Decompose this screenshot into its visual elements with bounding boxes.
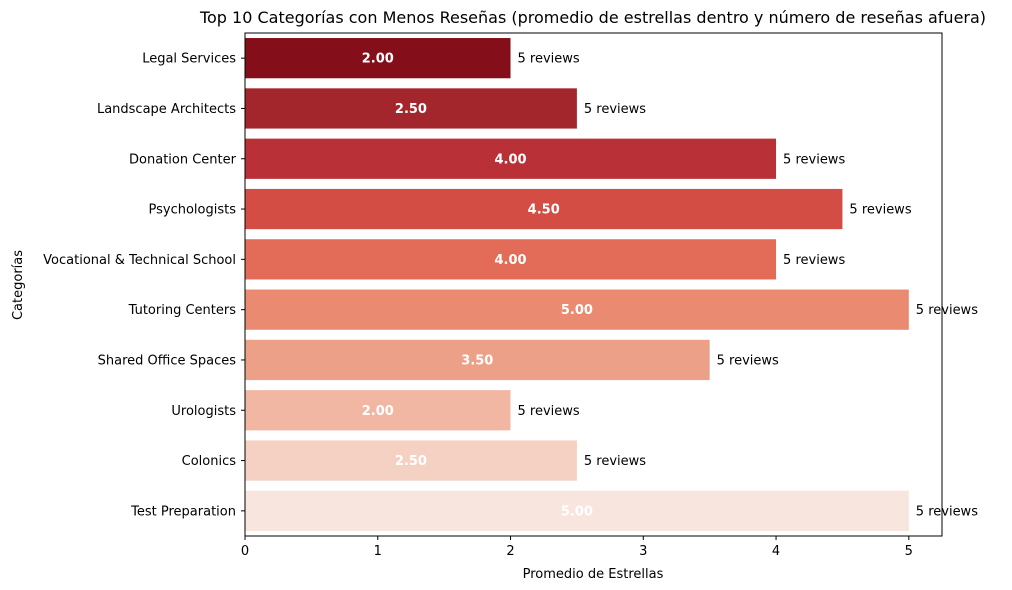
x-tick-label: 2 (506, 544, 514, 559)
bar (245, 188, 843, 230)
bars-layer: 2.00 5 reviews 2.50 5 reviews 4.00 5 reviews 4… (245, 38, 978, 531)
y-tick-label: Urologists (171, 404, 236, 419)
bar (245, 138, 777, 179)
chart-title: Top 10 Categorías con Menos Reseñas (pro… (199, 8, 986, 27)
bar-annotation: 5 reviews (783, 152, 845, 167)
bar-annotation: 5 reviews (916, 504, 978, 519)
axes-layer (244, 32, 943, 537)
x-tick-label: 1 (374, 544, 382, 559)
bar-value-label: 3.50 (461, 353, 493, 368)
bar-value-label: 2.50 (395, 454, 427, 469)
bar-annotation: 5 reviews (783, 253, 845, 268)
bar-value-label: 5.00 (561, 303, 593, 318)
y-tick-label: Tutoring Centers (128, 303, 237, 318)
bar-annotation: 5 reviews (518, 404, 580, 419)
y-axis-label: Categorías (11, 250, 26, 320)
y-tick-label: Psychologists (149, 203, 237, 218)
x-tick-label: 5 (905, 544, 913, 559)
bar (245, 390, 511, 431)
bar (245, 490, 909, 531)
bar-annotation: 5 reviews (518, 52, 580, 67)
x-tick-label: 0 (241, 544, 249, 559)
y-tick-label: Landscape Architects (97, 102, 236, 117)
bar-value-label: 5.00 (561, 504, 593, 519)
x-tick-label: 3 (639, 544, 647, 559)
bar-value-label: 2.00 (362, 404, 394, 419)
bar-value-label: 2.00 (362, 52, 394, 67)
y-tick-label: Legal Services (142, 52, 236, 67)
y-tick-label: Test Preparation (130, 504, 236, 519)
bar (245, 239, 777, 280)
y-tick-label: Colonics (182, 454, 237, 469)
bar-annotation: 5 reviews (717, 353, 779, 368)
plot-frame (244, 32, 943, 537)
bar-annotation: 5 reviews (584, 454, 646, 469)
bar-value-label: 4.00 (494, 152, 526, 167)
bar-value-label: 4.50 (528, 203, 560, 218)
y-tick-label: Donation Center (129, 152, 237, 167)
bar-annotation: 5 reviews (849, 203, 911, 218)
bar (245, 88, 577, 129)
bar-annotation: 5 reviews (584, 102, 646, 117)
bar-value-label: 4.00 (494, 253, 526, 268)
bar (245, 38, 511, 79)
x-axis-label: Promedio de Estrellas (523, 567, 664, 582)
y-tick-label: Vocational & Technical School (43, 253, 236, 268)
bar (245, 289, 909, 330)
x-tick-label: 4 (772, 544, 780, 559)
bar (245, 440, 577, 481)
bar-annotation: 5 reviews (916, 303, 978, 318)
bar-value-label: 2.50 (395, 102, 427, 117)
bar (245, 339, 710, 381)
y-axis-ticks: Legal Services Landscape Architects Donati… (43, 52, 245, 519)
x-axis-ticks: 0 1 2 3 4 5 (241, 536, 913, 559)
y-tick-label: Shared Office Spaces (98, 353, 237, 368)
